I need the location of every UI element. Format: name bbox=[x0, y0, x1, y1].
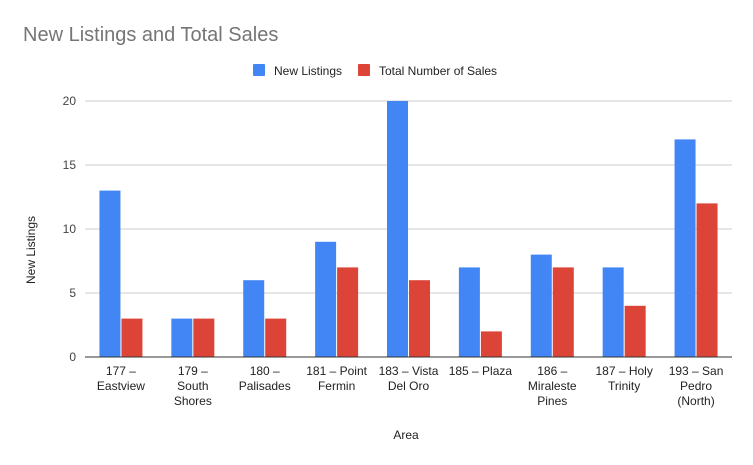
x-tick-label: 186 – Miraleste Pines bbox=[528, 364, 577, 408]
x-tick-label: 193 – San Pedro (North) bbox=[669, 364, 724, 408]
y-axis-label: New Listings bbox=[24, 216, 38, 284]
x-tick-label: 179 – South Shores bbox=[174, 364, 212, 408]
bar-total-sales bbox=[696, 203, 718, 357]
bar-new-listings bbox=[99, 190, 121, 357]
x-tick-label: 185 – Plaza bbox=[449, 364, 513, 378]
bars bbox=[99, 101, 718, 357]
y-tick-label: 5 bbox=[69, 286, 76, 300]
bar-new-listings bbox=[602, 267, 624, 357]
bar-new-listings bbox=[171, 318, 193, 357]
bar-new-listings bbox=[243, 280, 265, 357]
legend: New Listings Total Number of Sales bbox=[253, 64, 497, 78]
bar-new-listings bbox=[458, 267, 480, 357]
bar-total-sales bbox=[265, 318, 287, 357]
x-axis-label: Area bbox=[393, 428, 419, 442]
y-axis-ticks: 0 5 10 15 20 bbox=[63, 94, 77, 364]
x-tick-label: 177 – Eastview bbox=[97, 364, 145, 393]
legend-label-total-sales: Total Number of Sales bbox=[379, 64, 497, 78]
gridlines bbox=[85, 100, 732, 294]
x-tick-label: 187 – Holy Trinity bbox=[595, 364, 652, 393]
legend-swatch-new-listings bbox=[253, 64, 265, 76]
bar-total-sales bbox=[409, 280, 430, 357]
y-tick-label: 10 bbox=[63, 222, 77, 236]
bar-new-listings bbox=[387, 101, 408, 357]
bar-total-sales bbox=[337, 267, 359, 357]
y-tick-label: 15 bbox=[63, 158, 77, 172]
y-tick-label: 0 bbox=[69, 350, 76, 364]
x-tick-label: 183 – Vista Del Oro bbox=[379, 364, 439, 393]
bar-total-sales bbox=[624, 305, 646, 357]
x-tick-label: 181 – Point Fermin bbox=[306, 364, 367, 393]
x-tick-label: 180 – Palisades bbox=[239, 364, 291, 393]
bar-total-sales bbox=[552, 267, 574, 357]
legend-label-new-listings: New Listings bbox=[274, 64, 342, 78]
x-axis-ticks: 177 – Eastview 179 – South Shores 180 – Palisa… bbox=[97, 364, 723, 408]
legend-swatch-total-sales bbox=[358, 64, 370, 76]
bar-total-sales bbox=[193, 318, 215, 357]
bar-new-listings bbox=[674, 139, 696, 357]
bar-new-listings bbox=[530, 254, 552, 357]
bar-new-listings bbox=[315, 241, 337, 357]
chart-title: New Listings and Total Sales bbox=[23, 24, 278, 46]
y-tick-label: 20 bbox=[63, 94, 77, 108]
bar-total-sales bbox=[121, 318, 143, 357]
bar-total-sales bbox=[480, 331, 502, 357]
